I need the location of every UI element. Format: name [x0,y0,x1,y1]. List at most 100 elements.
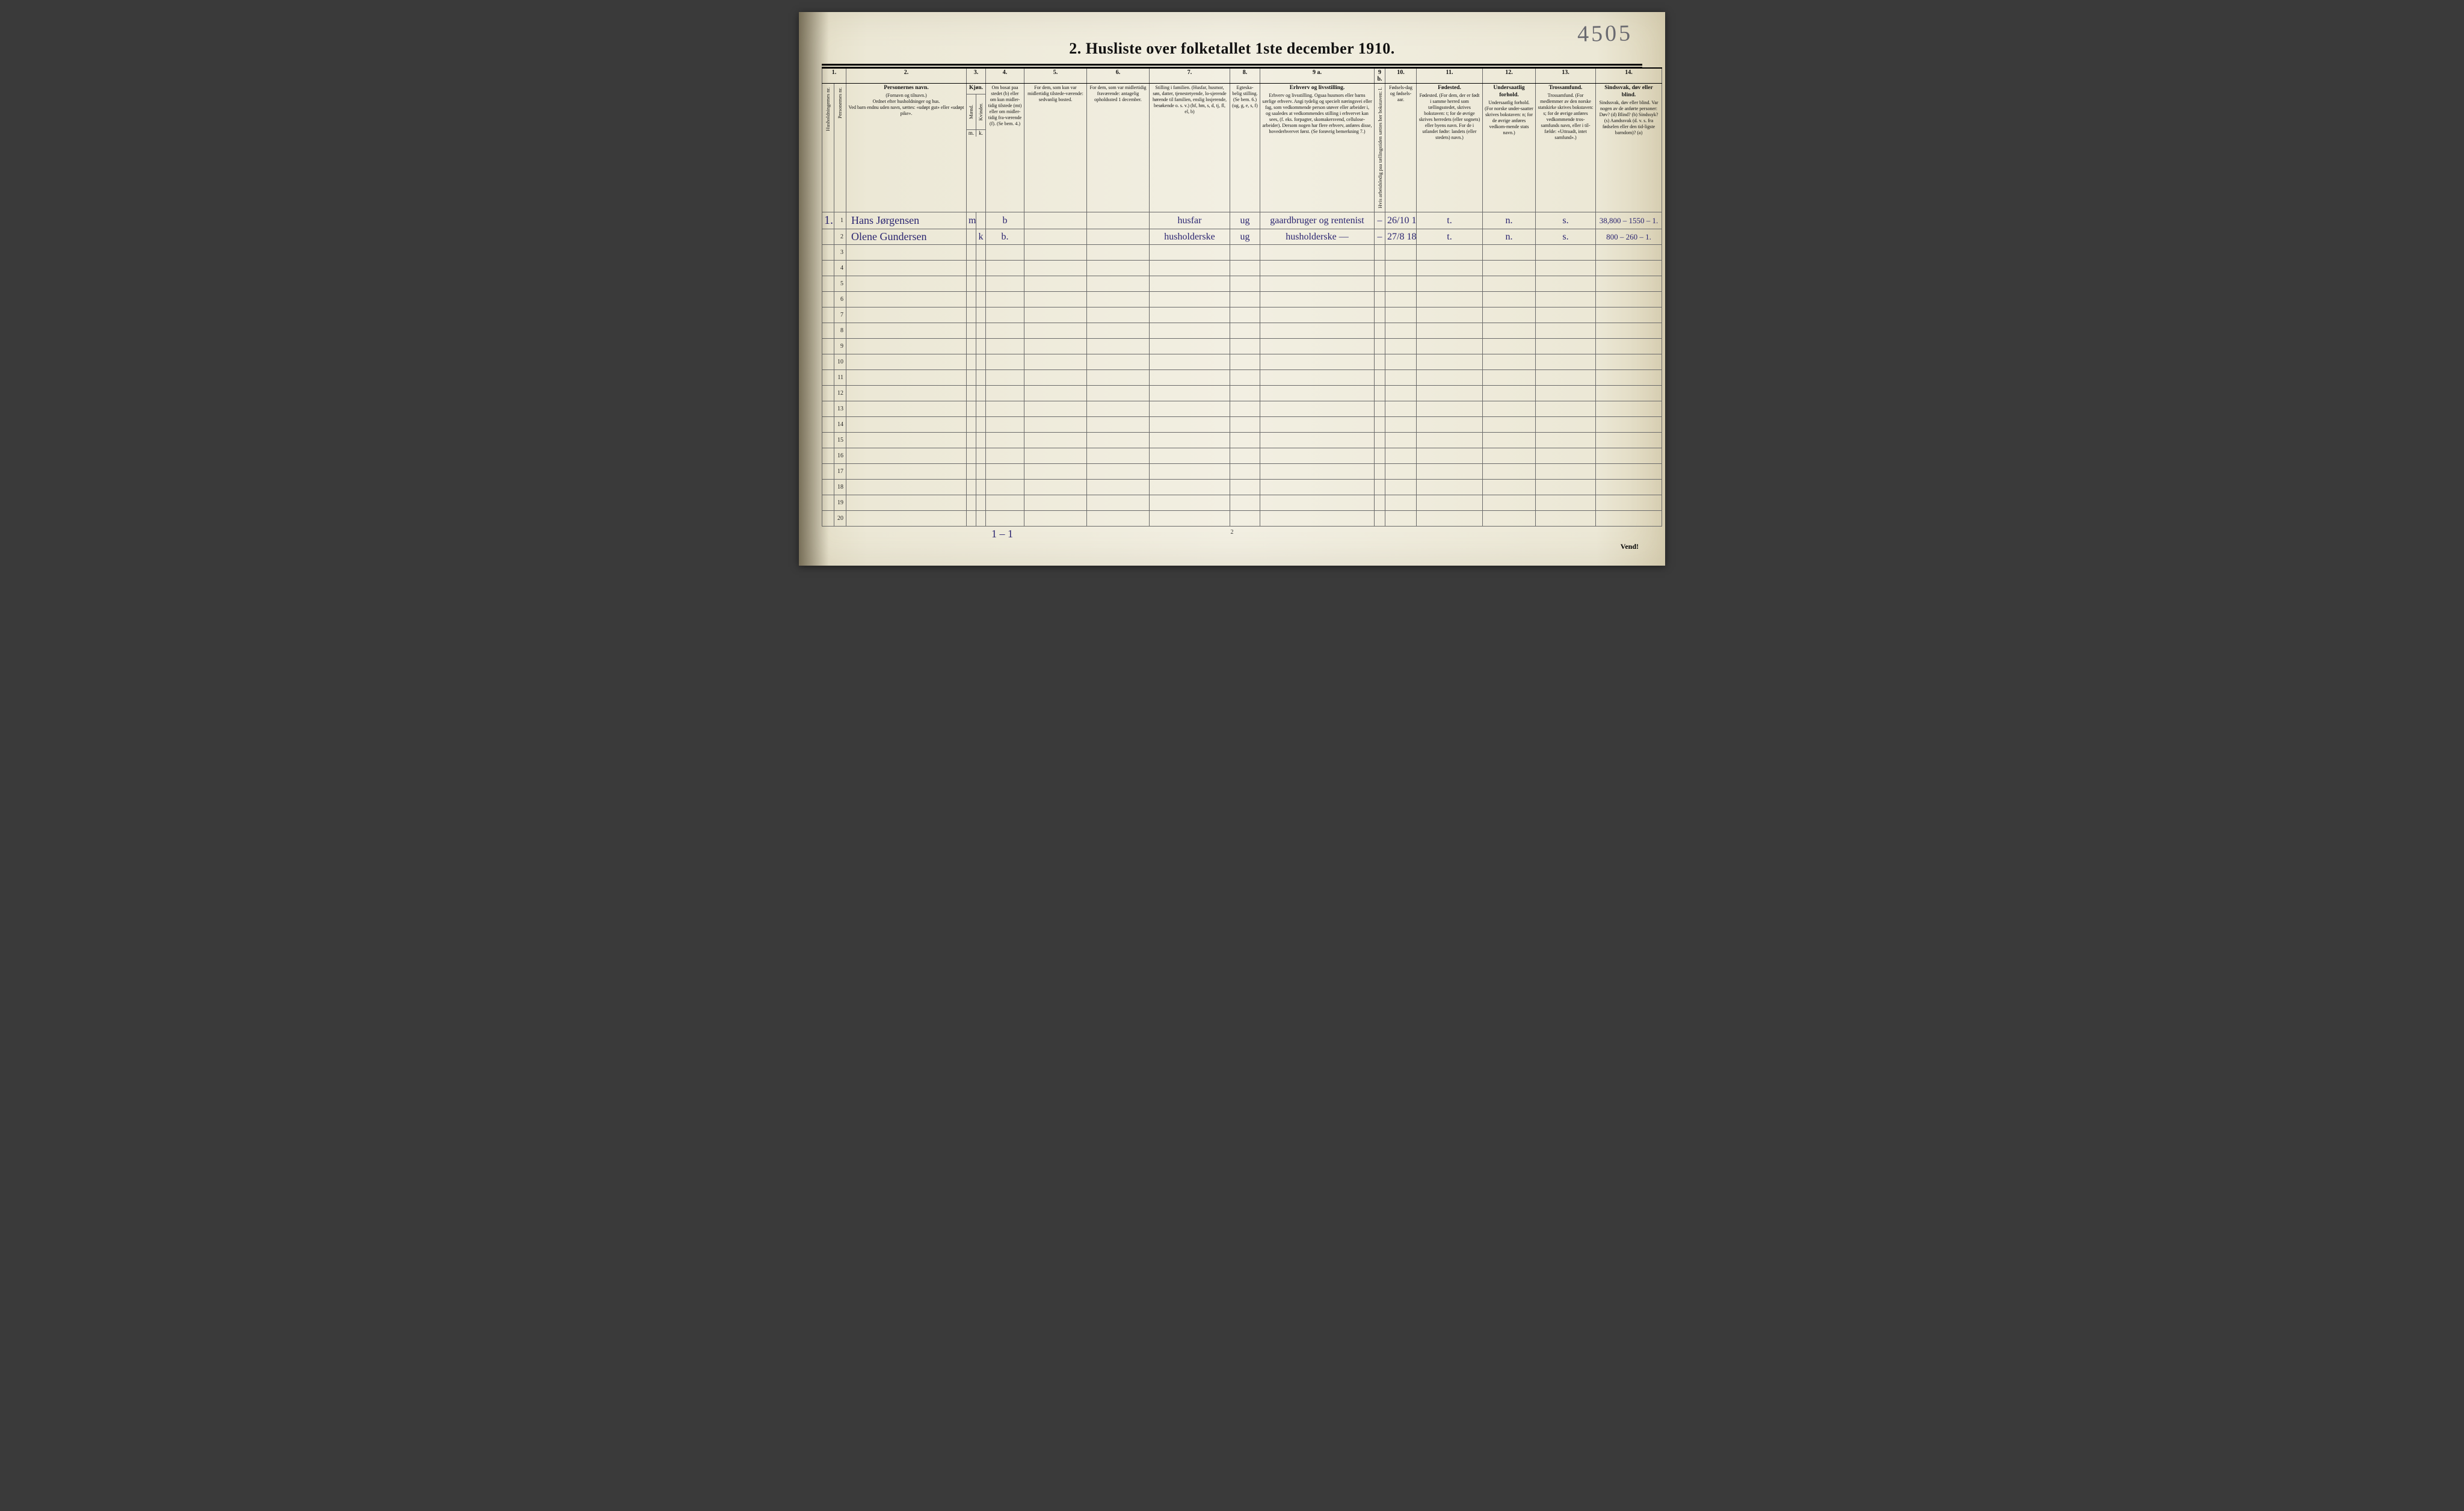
cell-blank [976,433,986,448]
cell-blank [986,495,1024,511]
cell-blank [967,401,976,417]
cell-blank [1260,386,1375,401]
cell-blank [986,511,1024,527]
cell-blank [1260,323,1375,339]
cell-pn: 6 [834,292,846,307]
cell-blank [1230,245,1260,261]
cell-blank [1260,261,1375,276]
cell-blank [1260,495,1375,511]
cell-blank [1024,276,1087,292]
colnum-2: 2. [846,68,967,84]
cell-blank [1150,276,1230,292]
cell-blank [846,433,967,448]
table-row-blank: 19 [822,495,1662,511]
cell-blank [1385,292,1417,307]
cell-name: Olene Gundersen [846,229,967,245]
cell-blank [1024,292,1087,307]
cell-blank [986,307,1024,323]
cell-blank [1087,261,1150,276]
census-table: 1. 2. 3. 4. 5. 6. 7. 8. 9 a. 9 b. 10. 11… [822,67,1662,527]
cell-blank [1087,433,1150,448]
cell-blank [967,417,976,433]
table-row-blank: 4 [822,261,1662,276]
cell-blank [1024,448,1087,464]
cell-11: t. [1417,212,1483,229]
cell-13: s. [1536,229,1596,245]
cell-blank [1596,307,1662,323]
cell-blank [1024,307,1087,323]
cell-hh [822,229,834,245]
cell-blank [986,433,1024,448]
cell-blank [976,386,986,401]
cell-blank [986,323,1024,339]
cell-blank [1230,261,1260,276]
cell-blank [1230,339,1260,354]
cell-6 [1087,229,1150,245]
cell-7: husholderske [1150,229,1230,245]
cell-blank [986,292,1024,307]
cell-blank [1483,401,1536,417]
cell-blank [1087,401,1150,417]
cell-blank [846,448,967,464]
cell-blank [1417,323,1483,339]
cell-13: s. [1536,212,1596,229]
cell-k: k [976,229,986,245]
cell-blank [1150,495,1230,511]
cell-blank [1375,370,1385,386]
colnum-5: 5. [1024,68,1087,84]
cell-blank [1385,276,1417,292]
cell-blank [1024,480,1087,495]
cell-blank [1087,354,1150,370]
cell-blank [1087,245,1150,261]
cell-blank [1087,339,1150,354]
cell-m [967,229,976,245]
hdr-11: Fødested.Fødested. (For dem, der er født… [1417,84,1483,212]
hdr-9b: Hvis arbeidsledig paa tællingstiden sætt… [1375,84,1385,212]
cell-blank [1596,433,1662,448]
cell-blank [1417,386,1483,401]
cell-pn: 3 [834,245,846,261]
cell-blank [967,464,976,480]
cell-blank [1087,276,1150,292]
cell-blank [1375,448,1385,464]
cell-blank [1536,448,1596,464]
cell-blank [1150,323,1230,339]
cell-blank [1375,433,1385,448]
cell-blank [1150,464,1230,480]
cell-blank [846,276,967,292]
cell-blank [1024,261,1087,276]
cell-9a: gaardbruger og rentenist [1260,212,1375,229]
colnum-14: 14. [1596,68,1662,84]
footer-page-number: 2 [822,529,1642,536]
cell-blank [1260,276,1375,292]
cell-blank [1417,464,1483,480]
cell-blank [1385,417,1417,433]
cell-blank [1417,511,1483,527]
cell-blank [1417,292,1483,307]
cell-blank [976,401,986,417]
column-number-row: 1. 2. 3. 4. 5. 6. 7. 8. 9 a. 9 b. 10. 11… [822,68,1662,84]
cell-blank [1230,448,1260,464]
cell-k [976,212,986,229]
cell-14: 800 – 260 – 1. [1596,229,1662,245]
cell-blank [1024,417,1087,433]
cell-blank [1375,261,1385,276]
table-body: 1.1Hans Jørgensenmbhusfaruggaardbruger o… [822,212,1662,527]
cell-blank [846,261,967,276]
cell-blank [1536,417,1596,433]
cell-blank [976,354,986,370]
cell-blank [1385,511,1417,527]
cell-blank [1230,495,1260,511]
cell-blank [1150,292,1230,307]
cell-hh [822,370,834,386]
cell-blank [1596,417,1662,433]
cell-hh [822,448,834,464]
colnum-9a: 9 a. [1260,68,1375,84]
cell-blank [1087,448,1150,464]
cell-blank [1087,417,1150,433]
cell-blank [1230,511,1260,527]
cell-blank [1375,292,1385,307]
cell-blank [1087,323,1150,339]
cell-pn: 18 [834,480,846,495]
cell-blank [1024,354,1087,370]
